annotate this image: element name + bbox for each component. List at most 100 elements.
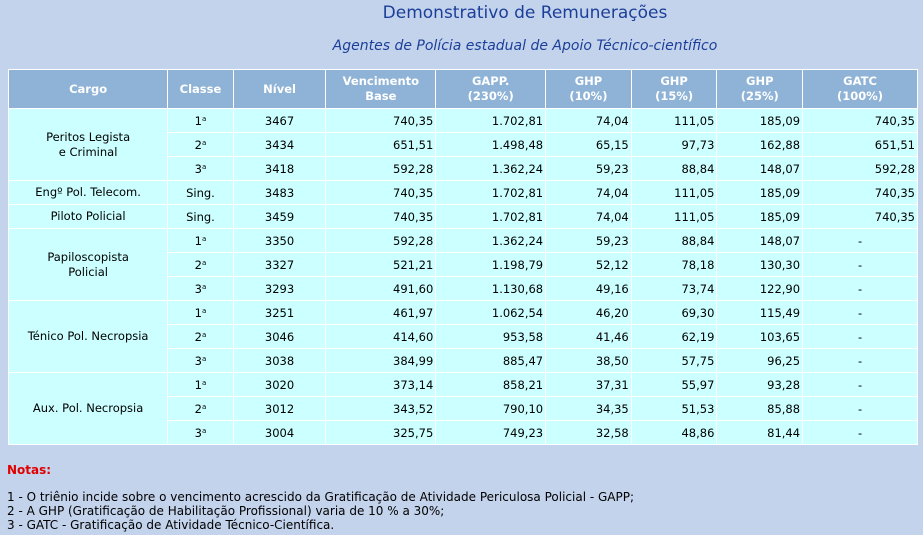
base-cell: 651,51 <box>326 133 436 156</box>
ghp15-cell: 51,53 <box>631 397 717 420</box>
nivel-cell: 3459 <box>233 205 326 228</box>
gatc-cell: 651,51 <box>803 133 917 156</box>
table-row: 2a 3327 521,21 1.198,79 52,12 78,18 130,30- <box>9 253 917 276</box>
ordinal-suffix: a <box>201 258 207 267</box>
gapp-cell: 885,47 <box>436 349 546 372</box>
ghp10-cell: 65,15 <box>546 133 631 156</box>
gapp-cell: 1.130,68 <box>436 277 546 300</box>
gatc-cell: - <box>803 373 917 396</box>
cargo-cell: Ténico Pol. Necropsia <box>9 301 168 372</box>
ghp10-cell: 74,04 <box>546 181 631 204</box>
base-cell: 592,28 <box>326 157 436 180</box>
classe-cell: 1a <box>168 229 233 252</box>
gatc-cell: - <box>803 397 917 420</box>
base-cell: 740,35 <box>326 205 436 228</box>
table-row: 3a 3293 491,60 1.130,68 49,16 73,74 122,90- <box>9 277 917 300</box>
classe-cell: 1a <box>168 109 233 132</box>
gapp-cell: 858,21 <box>436 373 546 396</box>
classe-cell: 2a <box>168 397 233 420</box>
classe-cell: 3a <box>168 349 233 372</box>
note-item: 3 - GATC - Gratificação de Atividade Téc… <box>7 518 335 532</box>
column-header: Nível <box>233 70 326 108</box>
table-row: Peritos Legista e Criminal 1a 3467 740,35 1.7… <box>9 109 917 180</box>
ghp25-cell: 148,07 <box>717 229 803 252</box>
table-row: 3a 3038 384,99 885,47 38,50 57,75 96,25- <box>9 349 917 372</box>
ghp10-cell: 74,04 <box>546 109 631 132</box>
base-cell: 521,21 <box>326 253 436 276</box>
cargo-cell: Piloto Policial <box>9 205 168 228</box>
table-row: 3a 3418 592,28 1.362,24 59,23 88,84 148,07 592,… <box>9 157 917 180</box>
nivel-cell: 3004 <box>233 421 326 444</box>
nivel-cell: 3327 <box>233 253 326 276</box>
classe-value: 1 <box>194 113 202 128</box>
table-body: Peritos Legista e Criminal 1a 3467 740,35 1.7… <box>9 109 917 444</box>
gatc-cell: 740,35 <box>803 109 917 132</box>
nivel-cell: 3293 <box>233 277 326 300</box>
ghp25-cell: 81,44 <box>717 421 803 444</box>
cargo-label: Engº Pol. Telecom. <box>35 185 141 199</box>
cargo-cell: Papiloscopista Policial <box>9 229 168 300</box>
gatc-cell: - <box>803 229 917 252</box>
gatc-cell: - <box>803 349 917 372</box>
base-cell: 740,35 <box>326 109 436 132</box>
classe-value: 1 <box>194 305 202 320</box>
table-row: 2a 3012 343,52 790,10 34,35 51,53 85,88- <box>9 397 917 420</box>
cargo-label: Peritos Legista <box>46 129 131 144</box>
classe-value: 1 <box>194 377 202 392</box>
classe-value: 2 <box>194 257 202 272</box>
ghp15-cell: 97,73 <box>631 133 717 156</box>
ghp25-cell: 93,28 <box>717 373 803 396</box>
note-item: 2 - A GHP (Gratificação de Habilitação P… <box>7 504 445 518</box>
classe-value: Sing. <box>186 209 215 224</box>
column-header: GHP (25%) <box>717 70 803 108</box>
gapp-cell: 1.498,48 <box>436 133 546 156</box>
column-header-label: Cargo <box>69 81 108 96</box>
classe-value: 3 <box>194 425 202 440</box>
column-header-label: GHP <box>574 74 603 88</box>
ghp10-cell: 74,04 <box>546 205 631 228</box>
ghp15-cell: 57,75 <box>631 349 717 372</box>
column-header: GHP (10%) <box>546 70 631 108</box>
ghp15-cell: 88,84 <box>631 229 717 252</box>
ghp15-cell: 88,84 <box>631 157 717 180</box>
classe-value: 2 <box>194 401 202 416</box>
classe-cell: 2a <box>168 325 233 348</box>
base-cell: 592,28 <box>326 229 436 252</box>
gatc-cell: - <box>803 325 917 348</box>
ghp10-cell: 52,12 <box>546 253 631 276</box>
gapp-cell: 1.198,79 <box>436 253 546 276</box>
ghp10-cell: 46,20 <box>546 301 631 324</box>
remuneration-table: Cargo Classe Nível Vencimento Base GAPP. (230%… <box>8 69 918 445</box>
classe-cell: 3a <box>168 277 233 300</box>
ghp25-cell: 185,09 <box>717 205 803 228</box>
ghp25-cell: 185,09 <box>717 109 803 132</box>
classe-cell: Sing. <box>168 205 233 228</box>
gapp-cell: 749,23 <box>436 421 546 444</box>
column-header-label: GAPP. <box>471 74 510 88</box>
column-header: GHP (15%) <box>631 70 717 108</box>
cargo-label: Policial <box>68 264 108 279</box>
ghp15-cell: 69,30 <box>631 301 717 324</box>
ghp10-cell: 38,50 <box>546 349 631 372</box>
column-header: Cargo <box>9 70 168 108</box>
table-row: Engº Pol. Telecom. Sing. 3483 740,35 1.702,8… <box>9 181 917 204</box>
ghp15-cell: 62,19 <box>631 325 717 348</box>
classe-value: 3 <box>194 281 202 296</box>
nivel-cell: 3020 <box>233 373 326 396</box>
gatc-cell: 740,35 <box>803 181 917 204</box>
classe-value: 2 <box>194 137 202 152</box>
ghp10-cell: 32,58 <box>546 421 631 444</box>
ghp25-cell: 85,88 <box>717 397 803 420</box>
ghp25-cell: 162,88 <box>717 133 803 156</box>
classe-cell: 1a <box>168 301 233 324</box>
ghp25-cell: 103,65 <box>717 325 803 348</box>
column-header-label: GHP <box>746 74 774 88</box>
nivel-cell: 3038 <box>233 349 326 372</box>
column-header-label: GHP <box>660 74 688 88</box>
gatc-cell: - <box>803 253 917 276</box>
table-row: Papiloscopista Policial 1a 3350 592,28 1.362,… <box>9 229 917 300</box>
ghp25-cell: 122,90 <box>717 277 803 300</box>
gapp-cell: 1.702,81 <box>436 205 546 228</box>
base-cell: 461,97 <box>326 301 436 324</box>
gatc-cell: - <box>803 277 917 300</box>
